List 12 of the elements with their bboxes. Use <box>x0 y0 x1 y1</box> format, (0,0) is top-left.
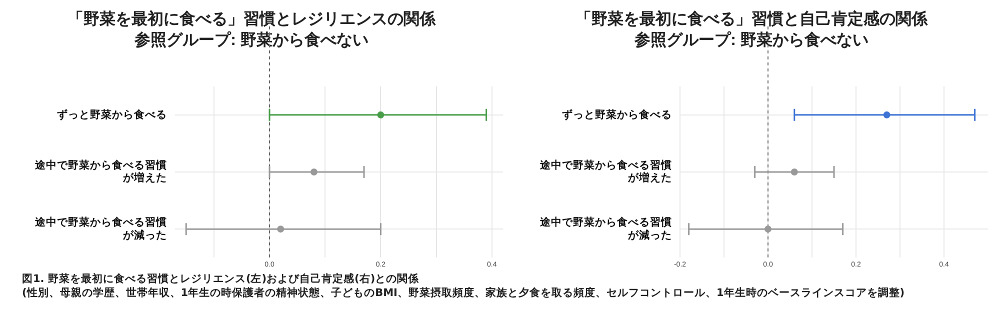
chart-title: 「野菜を最初に食べる」習慣と自己肯定感の関係 <box>576 10 928 28</box>
chart-subtitle: 参照グループ: 野菜から食べない <box>134 31 368 50</box>
y-tick-label: 途中で野菜から食べる習慣が増えた <box>540 158 672 184</box>
chart-title: 「野菜を最初に食べる」習慣とレジリエンスの関係 <box>68 10 436 28</box>
y-tick-label: 途中で野菜から食べる習慣が減った <box>540 216 672 242</box>
y-tick-label: 途中で野菜から食べる習慣が増えた <box>35 158 167 184</box>
y-tick-label: ずっと野菜から食べる <box>57 108 167 121</box>
y-tick-label: ずっと野菜から食べる <box>562 108 672 121</box>
chart-subtitle: 参照グループ: 野菜から食べない <box>634 31 868 50</box>
caption: 図1. 野菜を最初に食べる習慣とレジリエンス(左)および自己肯定感(右)との関係 <box>22 272 420 286</box>
y-tick-label: 途中で野菜から食べる習慣が減った <box>35 216 167 242</box>
text: (性別、母親の学歴、世帯年収、1年生の時保護者の精神状態、子どものBMI、野菜摂取頻度、家族と夕食を取る頻度、セルフコントロール、1年生時のベースラインスコアを調整) <box>22 286 906 300</box>
